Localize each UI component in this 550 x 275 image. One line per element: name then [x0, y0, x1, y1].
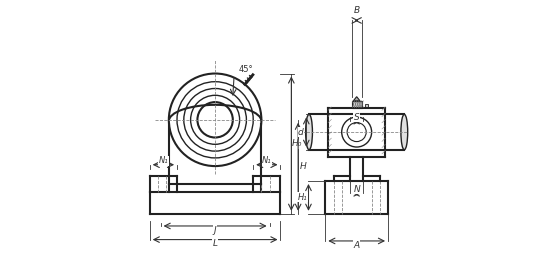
- Bar: [352, 101, 361, 108]
- Text: H₁: H₁: [298, 193, 307, 202]
- Text: H₀: H₀: [292, 139, 302, 148]
- Text: 45°: 45°: [238, 65, 253, 73]
- Text: N₁: N₁: [262, 156, 272, 165]
- Ellipse shape: [401, 114, 408, 150]
- Polygon shape: [354, 97, 360, 101]
- Text: d: d: [298, 128, 304, 137]
- Bar: [365, 104, 368, 108]
- Text: B: B: [354, 6, 360, 15]
- Text: A: A: [354, 241, 360, 249]
- Ellipse shape: [306, 114, 312, 150]
- Text: J: J: [214, 226, 216, 235]
- Text: N: N: [353, 185, 360, 194]
- Text: H: H: [300, 162, 306, 171]
- Text: N₁: N₁: [158, 156, 168, 165]
- Text: S: S: [354, 112, 360, 122]
- Text: L: L: [213, 239, 218, 248]
